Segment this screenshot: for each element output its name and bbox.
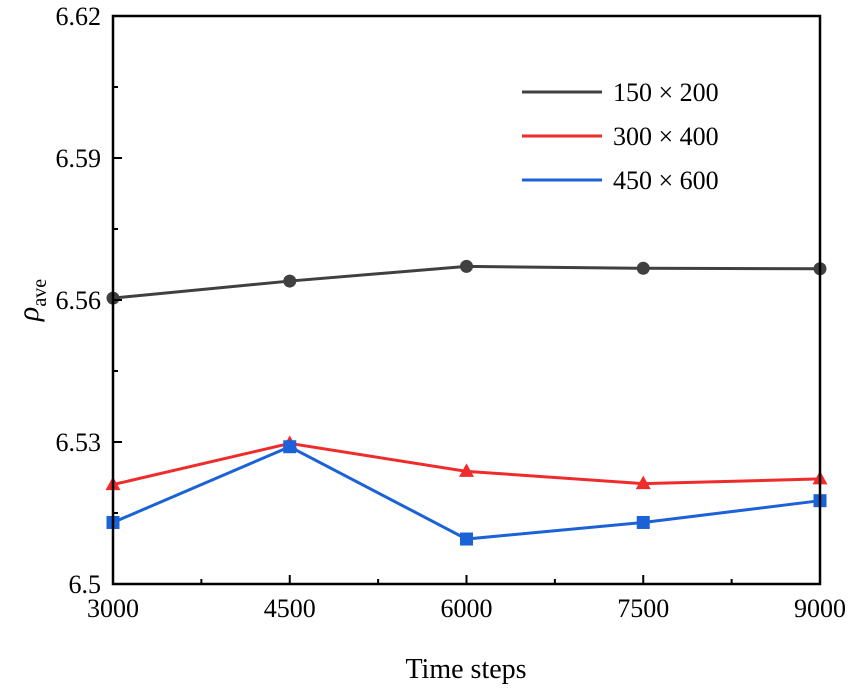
x-tick-label: 9000 (794, 594, 846, 623)
data-point (636, 515, 650, 529)
data-point (459, 463, 474, 477)
data-point (460, 532, 473, 546)
legend-label: 300 × 400 (613, 122, 719, 151)
x-tick-label: 4500 (264, 594, 316, 623)
y-axis-subscript: ave (29, 279, 51, 307)
axis-ticks (112, 15, 821, 585)
plot-marks (105, 259, 828, 546)
y-axis-title: ρave (12, 279, 51, 322)
data-point (283, 274, 297, 288)
data-point (635, 475, 651, 490)
y-tick-label: 6.59 (56, 144, 102, 173)
y-tick-label: 6.62 (56, 2, 102, 31)
x-tick-label: 6000 (441, 594, 493, 623)
series-1 (106, 259, 827, 305)
axis-labels: 3000 4500 6000 7500 9000 6.5 6.53 6.56 6.59 6.62 (56, 2, 847, 623)
y-tick-label: 6.53 (56, 428, 102, 457)
legend-label: 150 × 200 (613, 78, 719, 107)
legend: 150 × 200 300 × 400 450 × 600 (522, 78, 719, 195)
data-point (460, 259, 473, 273)
x-tick-label: 7500 (617, 594, 669, 623)
series-3 (106, 440, 827, 546)
series-2 (105, 435, 828, 491)
y-axis-symbol: ρ (12, 307, 45, 322)
data-point (283, 440, 297, 454)
x-axis-title: Time steps (405, 654, 526, 685)
y-tick-label: 6.5 (69, 570, 102, 599)
legend-label: 450 × 600 (613, 166, 719, 195)
y-tick-label: 6.56 (56, 286, 102, 315)
x-tick-label: 3000 (87, 594, 139, 623)
data-point (636, 261, 650, 275)
